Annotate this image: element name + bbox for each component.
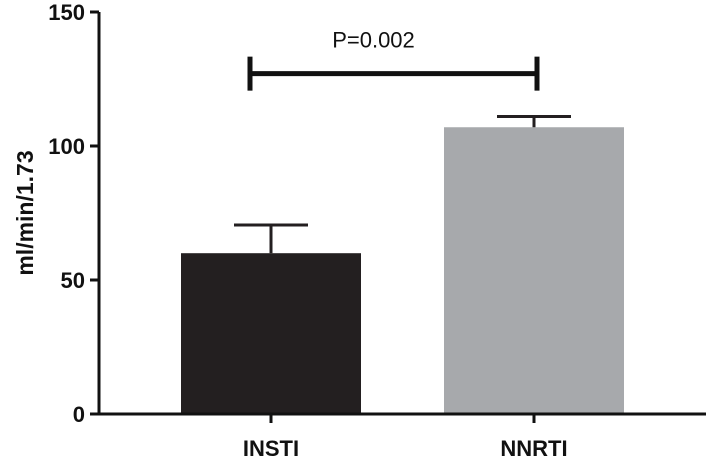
y-axis-title: ml/min/1.73	[12, 150, 38, 275]
y-tick-label: 50	[61, 268, 85, 293]
y-tick-label: 0	[73, 402, 85, 427]
y-tick-label: 100	[48, 134, 85, 159]
bar-nnrti	[444, 127, 624, 413]
y-axis: 0 50 100 150	[48, 0, 101, 427]
significance-bracket: P=0.002	[247, 28, 540, 91]
x-axis: INSTI NNRTI	[99, 412, 706, 461]
bars	[181, 127, 624, 413]
x-tick-label: INSTI	[243, 436, 299, 461]
y-tick-label: 150	[48, 0, 85, 25]
x-tick-label: NNRTI	[500, 436, 567, 461]
p-value-label: P=0.002	[332, 28, 415, 53]
error-bars	[234, 115, 571, 254]
bar-insti	[181, 253, 361, 413]
